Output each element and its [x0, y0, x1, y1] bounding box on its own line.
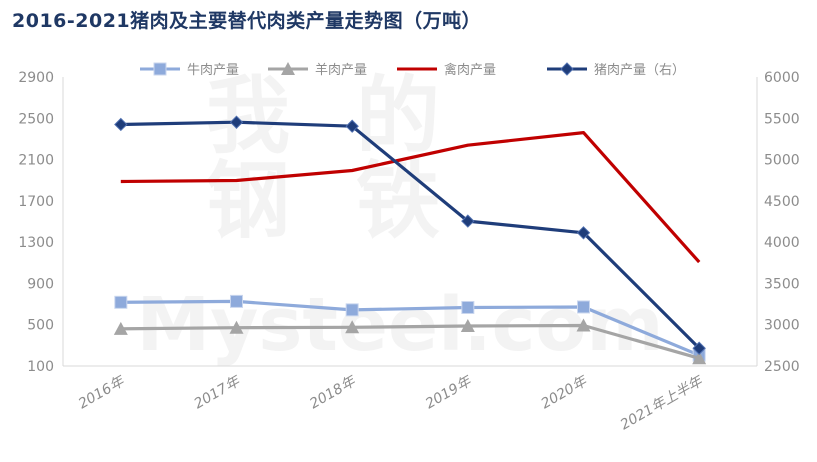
triangle-marker	[281, 62, 295, 75]
square-marker	[153, 62, 167, 76]
square-marker	[345, 303, 359, 317]
left-tick-label: 1300	[18, 235, 54, 251]
right-tick-label: 2500	[764, 359, 800, 375]
right-tick-label: 4000	[764, 235, 800, 251]
watermark-char: 的	[356, 67, 440, 165]
watermark-char: 铁	[356, 152, 440, 250]
triangle-marker	[460, 318, 475, 332]
square-marker	[577, 300, 590, 314]
square-marker	[230, 294, 243, 308]
left-tick-label: 2100	[18, 153, 54, 169]
triangle-marker	[113, 321, 128, 335]
series-line	[120, 131, 701, 264]
left-tick-label: 1700	[18, 194, 54, 210]
diamond-marker	[229, 115, 244, 129]
right-tick-label: 4500	[764, 194, 800, 210]
triangle-marker	[692, 351, 707, 365]
series-1	[113, 318, 707, 365]
left-tick-label: 2900	[18, 70, 54, 86]
right-tick-label: 3000	[764, 318, 800, 334]
diamond-marker	[692, 341, 706, 355]
x-tick-label: 2020年	[539, 373, 592, 413]
left-tick-label: 500	[27, 318, 54, 334]
right-tick-label: 6000	[764, 70, 800, 86]
triangle-marker	[229, 320, 244, 334]
x-tick-label: 2021年上半年	[618, 373, 707, 434]
watermark-char: 我	[206, 67, 290, 165]
diamond-marker	[345, 119, 359, 133]
left-tick-label: 900	[27, 276, 54, 292]
right-tick-label: 5000	[764, 153, 800, 169]
x-tick-label: 2018年	[307, 373, 360, 413]
diamond-marker	[114, 117, 128, 132]
diamond-marker	[560, 62, 574, 76]
series-line	[120, 299, 700, 357]
legend-label: 牛肉产量	[187, 63, 239, 78]
legend-label: 羊肉产量	[315, 62, 367, 78]
right-tick-label: 5500	[764, 111, 800, 127]
chart-title: 2016-2021猪肉及主要替代肉类产量走势图（万吨）	[12, 10, 482, 32]
left-tick-label: 100	[27, 359, 54, 375]
series-2	[120, 131, 701, 264]
x-tick-label: 2017年	[192, 373, 245, 413]
triangle-marker	[345, 320, 360, 334]
watermark-char: 钢	[206, 152, 290, 250]
triangle-marker	[576, 318, 591, 332]
legend-label: 禽肉产量	[444, 62, 496, 78]
legend: 牛肉产量 羊肉产量 禽肉产量 猪肉产量（右）	[140, 62, 685, 78]
diamond-marker	[576, 226, 591, 240]
series-line	[120, 120, 701, 350]
x-tick-label: 2019年	[423, 373, 476, 413]
series-layer	[113, 115, 707, 365]
diamond-marker	[461, 214, 475, 228]
square-marker	[114, 295, 128, 309]
legend-label: 猪肉产量（右）	[594, 63, 685, 78]
square-marker	[461, 300, 475, 314]
x-tick-label: 2016年	[76, 373, 129, 413]
right-tick-label: 3500	[764, 276, 800, 292]
series-line	[120, 323, 700, 360]
left-tick-label: 2500	[18, 111, 54, 127]
series-3	[114, 115, 706, 355]
